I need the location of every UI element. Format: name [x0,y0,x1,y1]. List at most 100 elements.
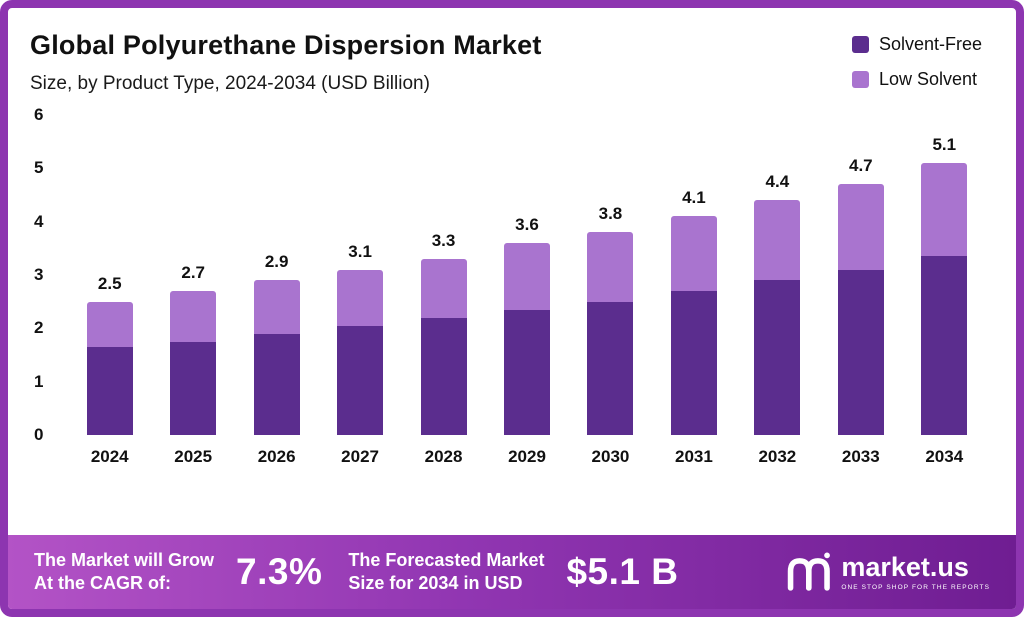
bar-segment-solvent-free [921,256,968,435]
cagr-label-line1: The Market will Grow [34,550,215,570]
bar-segment-low-solvent [420,259,467,318]
y-axis-label: 4 [34,211,44,231]
bar-segment-low-solvent [253,280,300,334]
legend: Solvent-Free Low Solvent [851,30,982,90]
bar-segment-low-solvent [754,200,801,281]
stacked-bar [587,232,634,435]
footer-banner: The Market will Grow At the CAGR of: 7.3… [8,535,1016,609]
x-axis-label: 2028 [424,447,463,466]
legend-label: Low Solvent [878,69,978,89]
stacked-bar [86,301,133,435]
bar-segment-solvent-free [420,317,467,435]
bar-total-label: 2.7 [181,263,205,283]
bar-segment-low-solvent [670,216,717,291]
bar-group: 4.7 [819,156,902,435]
bar-segment-solvent-free [86,347,133,435]
forecast-value: $5.1 B [566,551,679,592]
bar-segment-low-solvent [170,291,217,342]
title-block: Global Polyurethane Dispersion Market Si… [30,30,542,95]
bar-group: 3.3 [402,231,485,435]
page-subtitle: Size, by Product Type, 2024-2034 (USD Bi… [30,73,430,94]
x-axis-label: 2027 [341,447,379,466]
bar-segment-solvent-free [587,301,634,435]
stacked-bar [420,259,467,435]
x-axis-label: 2034 [925,447,964,466]
y-axis-label: 1 [34,371,44,391]
stacked-bar [337,269,384,435]
cagr-label-line2: At the CAGR of: [34,573,171,593]
bar-group: 3.8 [569,204,652,435]
bar-group: 3.6 [485,215,568,435]
y-axis-label: 6 [34,105,44,124]
legend-swatch-low-solvent [851,71,869,88]
bar-group: 4.4 [736,172,819,435]
bar-total-label: 5.1 [932,135,957,155]
legend-item-low-solvent: Low Solvent [851,69,982,90]
bar-segment-solvent-free [253,333,300,435]
brand-block[interactable]: market.us One Stop Shop For The Reports [785,550,990,594]
x-axis-label: 2031 [674,447,713,466]
cagr-label: The Market will Grow At the CAGR of: [34,549,214,595]
x-axis: 2024 2025 2026 2027 2028 2029 2030 2031 2032 2033… [68,447,986,467]
legend-swatch-solvent-free [851,36,869,53]
forecast-label-line1: The Forecasted Market [348,550,545,570]
bar-total-label: 3.6 [515,215,539,235]
x-axis-label: 2029 [508,447,546,466]
bar-group: 2.7 [151,263,234,435]
bar-group: 3.1 [318,242,401,435]
stacked-bar [503,243,550,435]
bar-segment-low-solvent [337,269,384,326]
bar-group: 5.1 [903,135,986,435]
y-axis-label: 0 [34,424,44,444]
cagr-value: 7.3% [236,551,323,592]
bar-total-label: 4.7 [848,156,873,176]
x-axis-label: 2024 [90,447,129,466]
plot-area: 2.5 2.7 2.9 3.1 3.3 3.6 3.8 4.1 4.4 4.7 5.1 [68,115,986,435]
bar-total-label: 4.1 [682,188,706,208]
x-axis-label: 2025 [174,447,213,466]
page-title: Global Polyurethane Dispersion Market [30,30,542,60]
stacked-bar [670,216,717,435]
y-axis-label: 5 [34,158,44,178]
bar-segment-solvent-free [754,280,801,435]
chart-header: Global Polyurethane Dispersion Market Si… [8,8,1016,101]
bar-group: 2.9 [235,252,318,435]
bar-total-label: 3.1 [348,241,372,261]
bar-segment-solvent-free [837,269,884,435]
brand-tagline: One Stop Shop For The Reports [841,583,990,591]
bar-total-label: 2.5 [97,273,122,293]
y-axis-label: 2 [34,318,44,338]
stacked-bar [253,280,300,435]
bar-segment-solvent-free [670,291,717,435]
legend-label: Solvent-Free [878,34,982,54]
forecast-label-line2: Size for 2034 in USD [348,573,523,593]
bar-segment-low-solvent [837,184,884,270]
bar-segment-solvent-free [170,341,217,435]
brand-name: market.us [841,551,969,582]
market-us-logo-icon [788,552,831,591]
x-axis-label: 2026 [257,447,296,466]
stacked-bar [754,200,801,435]
chart-body: 6 5 4 3 2 1 0 2.5 2.7 2.9 3.1 3.3 3.6 3.8 4.1 4.4 4.7 5.… [8,101,1016,535]
x-axis-label: 2033 [841,447,880,466]
bar-segment-solvent-free [337,325,384,435]
stacked-bar [837,184,884,435]
bar-total-label: 2.9 [264,252,289,272]
brand-text: market.us One Stop Shop For The Reports [841,551,990,591]
x-axis-label: 2030 [591,447,630,466]
bar-segment-low-solvent [86,301,133,347]
x-axis-label: 2032 [758,447,797,466]
bar-segment-low-solvent [921,163,968,257]
y-axis-label: 3 [34,264,44,284]
bar-total-label: 3.8 [598,204,623,224]
bar-total-label: 4.4 [765,172,790,192]
stacked-bar [170,291,217,435]
bar-segment-low-solvent [587,232,634,302]
bar-segment-low-solvent [503,243,550,310]
bar-total-label: 3.3 [431,231,456,251]
bar-segment-solvent-free [503,309,550,435]
bar-group: 2.5 [68,274,151,435]
y-axis: 6 5 4 3 2 1 0 [30,106,68,444]
legend-item-solvent-free: Solvent-Free [851,34,982,55]
